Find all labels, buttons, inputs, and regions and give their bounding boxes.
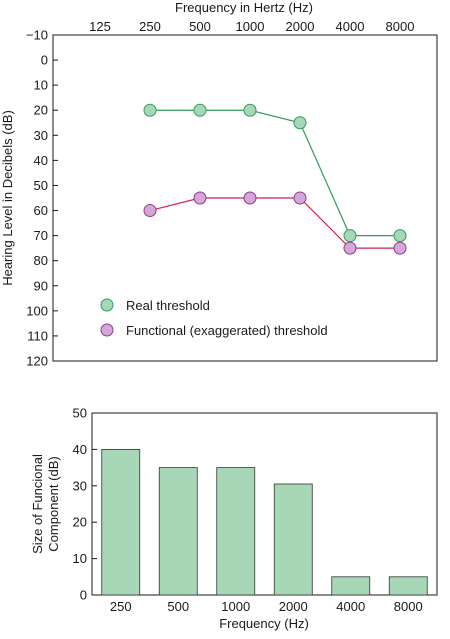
bar-2000	[273, 483, 313, 596]
bar-x-axis-title: Frequency (Hz)	[219, 616, 309, 631]
data-point-real-threshold	[343, 229, 357, 243]
audiogram-x-tick-label: 2000	[286, 19, 315, 34]
data-point-real-threshold	[393, 229, 407, 243]
audiogram-y-tick-label: 10	[34, 78, 48, 93]
bar-500	[158, 467, 198, 596]
bar-y-ticks: 0 10 20 30 40 50	[73, 406, 97, 603]
audiogram-y-tick-label: 80	[34, 253, 48, 268]
audiogram-x-axis-title: Frequency in Hertz (Hz)	[175, 0, 313, 15]
audiogram-chart: Frequency in Hertz (Hz) 125 250 500 1000 200…	[0, 0, 438, 369]
audiogram-y-tick-label: 100	[26, 303, 48, 318]
audiogram-y-tick-label: 30	[34, 128, 48, 143]
bar-x-tick-label: 250	[110, 599, 132, 614]
bar-250	[101, 448, 141, 596]
functional-component-chart: 0 10 20 30 40 50 250 500 1000 2000 4000 8000 Size …	[30, 406, 438, 631]
data-point-functional-threshold	[243, 191, 257, 205]
data-point-functional-threshold	[143, 204, 157, 218]
audiogram-y-tick-label: 120	[26, 354, 48, 369]
bar-y-tick-label: 20	[73, 515, 87, 530]
audiogram-y-axis-title: Hearing Level in Decibels (dB)	[0, 110, 15, 286]
audiogram-y-tick-label: 60	[34, 203, 48, 218]
audiogram-x-tick-label: 125	[89, 19, 111, 34]
audiogram-x-tick-label: 8000	[386, 19, 415, 34]
audiogram-x-tick-label: 4000	[336, 19, 365, 34]
data-point-functional-threshold	[193, 191, 207, 205]
audiogram-y-tick-label: 40	[34, 153, 48, 168]
bar-plot-frame	[91, 412, 438, 596]
bar-y-tick-label: 0	[80, 588, 87, 603]
data-point-real-threshold	[293, 116, 307, 130]
audiogram-x-tick-label: 500	[189, 19, 211, 34]
bar-1000	[216, 467, 256, 596]
series-line-functional-threshold	[149, 197, 400, 249]
audiogram-y-ticks: −10 0 10 20 30 40 50 60 70 80 90 100 110 120	[26, 28, 58, 369]
data-point-functional-threshold	[343, 241, 357, 255]
audiogram-y-tick-label: 20	[34, 103, 48, 118]
audiogram-y-tick-label: 50	[34, 178, 48, 193]
legend-item-functional-threshold: Functional (exaggerated) threshold	[100, 323, 328, 338]
audiogram-legend: Real threshold Functional (exaggerated) …	[100, 298, 328, 338]
bar-y-tick-label: 30	[73, 478, 87, 493]
bar-x-tick-label: 500	[167, 599, 189, 614]
bar-series	[101, 448, 428, 596]
legend-marker-functional-threshold	[100, 323, 114, 337]
data-point-real-threshold	[143, 103, 157, 117]
data-point-real-threshold	[193, 103, 207, 117]
audiogram-x-tick-labels: 125 250 500 1000 2000 4000 8000	[89, 19, 414, 34]
bar-y-tick-label: 10	[73, 551, 87, 566]
audiogram-x-tick-label: 250	[139, 19, 161, 34]
audiogram-y-tick-label: −10	[26, 28, 48, 43]
bar-8000	[388, 576, 428, 596]
legend-label-functional-threshold: Functional (exaggerated) threshold	[126, 323, 328, 338]
bar-4000	[331, 576, 371, 596]
data-point-functional-threshold	[393, 241, 407, 255]
audiogram-y-tick-label: 70	[34, 228, 48, 243]
series-line-real-threshold	[150, 109, 400, 237]
legend-marker-real-threshold	[100, 298, 114, 312]
legend-item-real-threshold: Real threshold	[100, 298, 210, 313]
data-point-functional-threshold	[293, 191, 307, 205]
bar-y-tick-label: 50	[73, 406, 87, 421]
audiogram-y-tick-label: 0	[41, 53, 48, 68]
bar-x-tick-labels: 250 500 1000 2000 4000 8000	[110, 599, 423, 614]
bar-x-tick-label: 2000	[279, 599, 308, 614]
audiogram-x-tick-label: 1000	[236, 19, 265, 34]
audiogram-y-tick-label: 110	[27, 328, 48, 343]
bar-x-tick-label: 4000	[336, 599, 365, 614]
legend-label-real-threshold: Real threshold	[126, 298, 210, 313]
bar-y-axis-title-line2: Component (dB)	[46, 456, 61, 551]
bar-x-tick-label: 1000	[221, 599, 250, 614]
audiogram-series	[143, 103, 407, 255]
audiogram-y-tick-label: 90	[34, 278, 48, 293]
bar-x-tick-label: 8000	[394, 599, 423, 614]
data-point-real-threshold	[243, 103, 257, 117]
bar-y-axis-title-line1: Size of Funcional	[30, 454, 45, 554]
bar-y-tick-label: 40	[73, 442, 87, 457]
audiogram-plot-frame	[52, 34, 438, 362]
